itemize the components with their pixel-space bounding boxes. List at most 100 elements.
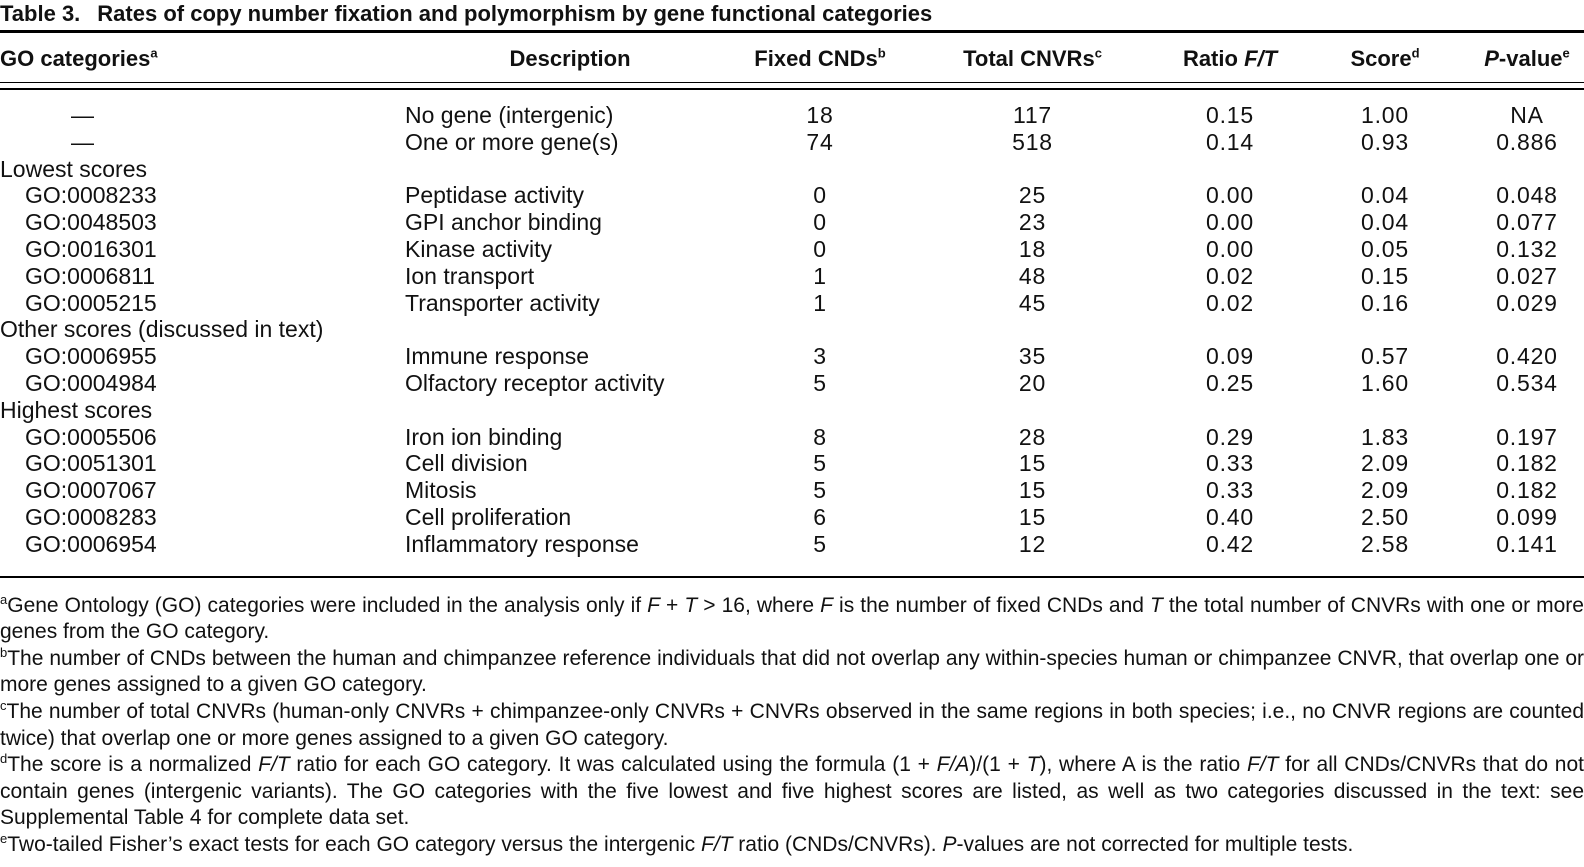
column-header-score: Scored bbox=[1350, 45, 1420, 71]
cell-ratio-ft: 0.15 bbox=[1206, 102, 1254, 128]
cell-description: Peptidase activity bbox=[405, 182, 584, 209]
column-header-go-categories: GO categoriesa bbox=[0, 45, 158, 71]
cell-p-value: NA bbox=[1510, 102, 1544, 128]
cell-total-cnvrs: 48 bbox=[1018, 262, 1047, 289]
cell-description: GPI anchor binding bbox=[405, 209, 602, 236]
header-rule-thick bbox=[0, 88, 1584, 90]
cell-total-cnvrs: 28 bbox=[1018, 423, 1047, 450]
cell-score: 2.09 bbox=[1361, 450, 1409, 477]
table-row: GO:0004984 Olfactory receptor activity 5 20… bbox=[0, 370, 1584, 397]
cell-ratio-ft: 0.14 bbox=[1206, 128, 1254, 155]
cell-p-value: 0.182 bbox=[1496, 477, 1558, 504]
cell-description: Olfactory receptor activity bbox=[405, 369, 665, 396]
cell-fixed-cnds: 6 bbox=[813, 503, 827, 530]
cell-score: 0.04 bbox=[1361, 209, 1409, 236]
cell-go-id: GO:0006955 bbox=[25, 343, 157, 370]
cell-ratio-ft: 0.00 bbox=[1206, 182, 1254, 209]
cell-p-value: 0.141 bbox=[1496, 530, 1558, 557]
cell-description: Ion transport bbox=[405, 262, 535, 289]
table-row: GO:0006955 Immune response 3 35 0.09 0.57 0.42… bbox=[0, 343, 1584, 370]
cell-go-id: GO:0005506 bbox=[25, 423, 157, 450]
section-row: Lowest scores bbox=[0, 156, 1584, 183]
table-row: GO:0048503 GPI anchor binding 0 23 0.00 0.04 0… bbox=[0, 209, 1584, 236]
section-label: Other scores (discussed in text) bbox=[0, 316, 324, 343]
cell-fixed-cnds: 1 bbox=[813, 289, 827, 316]
cell-description: Cell division bbox=[405, 450, 528, 477]
cell-description: Transporter activity bbox=[405, 289, 600, 316]
cell-score: 0.93 bbox=[1361, 128, 1409, 155]
cell-score: 1.00 bbox=[1361, 102, 1409, 128]
section-row: Highest scores bbox=[0, 397, 1584, 424]
footnote-d: dThe score is a normalized F/T ratio for… bbox=[0, 751, 1584, 830]
cell-total-cnvrs: 12 bbox=[1018, 530, 1047, 557]
table-row: GO:0051301 Cell division 5 15 0.33 2.09 0.182 bbox=[0, 450, 1584, 477]
cell-ratio-ft: 0.00 bbox=[1206, 235, 1254, 262]
cell-ratio-ft: 0.33 bbox=[1206, 477, 1254, 504]
footnote-a: aGene Ontology (GO) categories were incl… bbox=[0, 591, 1584, 644]
cell-fixed-cnds: 5 bbox=[813, 369, 827, 396]
cell-go-id: GO:0006811 bbox=[25, 262, 156, 289]
cell-fixed-cnds: 5 bbox=[813, 530, 827, 557]
table-bottom-rule bbox=[0, 575, 1584, 578]
cell-p-value: 0.420 bbox=[1496, 343, 1558, 370]
cell-p-value: 0.027 bbox=[1496, 262, 1558, 289]
table-row: GO:0006811 Ion transport 1 48 0.02 0.15 0.027 bbox=[0, 263, 1584, 290]
cell-score: 2.50 bbox=[1361, 503, 1409, 530]
cell-ratio-ft: 0.42 bbox=[1206, 530, 1254, 557]
cell-total-cnvrs: 45 bbox=[1018, 289, 1047, 316]
table-row: GO:0008233 Peptidase activity 0 25 0.00 0.04 0… bbox=[0, 182, 1584, 209]
cell-fixed-cnds: 8 bbox=[813, 423, 827, 450]
cell-score: 0.04 bbox=[1361, 182, 1409, 209]
cell-go-id: — bbox=[71, 128, 94, 155]
table-row: GO:0005215 Transporter activity 1 45 0.02 0.1… bbox=[0, 290, 1584, 317]
cell-total-cnvrs: 117 bbox=[1012, 102, 1053, 128]
section-label: Lowest scores bbox=[0, 155, 148, 182]
cell-go-id: GO:0008283 bbox=[25, 503, 157, 530]
section-row: Other scores (discussed in text) bbox=[0, 316, 1584, 343]
cell-ratio-ft: 0.29 bbox=[1206, 423, 1254, 450]
cell-fixed-cnds: 5 bbox=[813, 450, 827, 477]
section-label: Highest scores bbox=[0, 396, 153, 423]
cell-go-id: GO:0007067 bbox=[25, 477, 157, 504]
cell-description: Kinase activity bbox=[405, 235, 553, 262]
cell-p-value: 0.048 bbox=[1496, 182, 1558, 209]
table-row: GO:0005506 Iron ion binding 8 28 0.29 1.83 0.1… bbox=[0, 424, 1584, 451]
cell-score: 0.15 bbox=[1361, 262, 1409, 289]
cell-go-id: GO:0008233 bbox=[25, 182, 157, 209]
cell-fixed-cnds: 3 bbox=[813, 343, 827, 370]
cell-total-cnvrs: 18 bbox=[1018, 235, 1047, 262]
cell-description: Mitosis bbox=[405, 477, 477, 504]
cell-go-id: — bbox=[71, 102, 94, 128]
cell-p-value: 0.182 bbox=[1496, 450, 1558, 477]
cell-go-id: GO:0016301 bbox=[25, 235, 157, 262]
column-header-p-value: P-valuee bbox=[1484, 45, 1570, 71]
cell-go-id: GO:0004984 bbox=[25, 369, 157, 396]
footnote-e: eTwo-tailed Fisher’s exact tests for eac… bbox=[0, 830, 1354, 856]
column-header-total-cnvrs: Total CNVRsc bbox=[963, 45, 1102, 71]
column-header-ratio-ft: Ratio F/T bbox=[1182, 46, 1278, 71]
cell-p-value: 0.029 bbox=[1496, 289, 1558, 316]
table-row: GO:0008283 Cell proliferation 6 15 0.40 2.50 0… bbox=[0, 504, 1584, 531]
cell-total-cnvrs: 23 bbox=[1018, 209, 1047, 236]
cell-total-cnvrs: 35 bbox=[1018, 343, 1047, 370]
cell-ratio-ft: 0.02 bbox=[1206, 289, 1254, 316]
cell-p-value: 0.886 bbox=[1496, 128, 1558, 155]
footnote-b: bThe number of CNDs between the human an… bbox=[0, 644, 1584, 697]
cell-ratio-ft: 0.02 bbox=[1206, 262, 1254, 289]
cell-description: Cell proliferation bbox=[405, 503, 572, 530]
cell-score: 2.58 bbox=[1361, 530, 1409, 557]
cell-score: 0.16 bbox=[1361, 289, 1409, 316]
cell-ratio-ft: 0.25 bbox=[1206, 369, 1254, 396]
cell-go-id: GO:0051301 bbox=[25, 450, 157, 477]
cell-description: Iron ion binding bbox=[405, 423, 563, 450]
cell-fixed-cnds: 1 bbox=[813, 262, 827, 289]
cell-p-value: 0.077 bbox=[1496, 209, 1558, 236]
cell-score: 0.05 bbox=[1361, 235, 1409, 262]
cell-total-cnvrs: 15 bbox=[1018, 450, 1047, 477]
cell-fixed-cnds: 18 bbox=[806, 102, 834, 128]
table-header-row: GO categoriesa Description Fixed CNDsb Tota… bbox=[0, 45, 1584, 73]
footnote-c: cThe number of total CNVRs (human-only C… bbox=[0, 697, 1584, 750]
table-row: GO:0006954 Inflammatory response 5 12 0.42 2.… bbox=[0, 531, 1584, 558]
cell-ratio-ft: 0.09 bbox=[1206, 343, 1254, 370]
cell-go-id: GO:0048503 bbox=[25, 209, 157, 236]
